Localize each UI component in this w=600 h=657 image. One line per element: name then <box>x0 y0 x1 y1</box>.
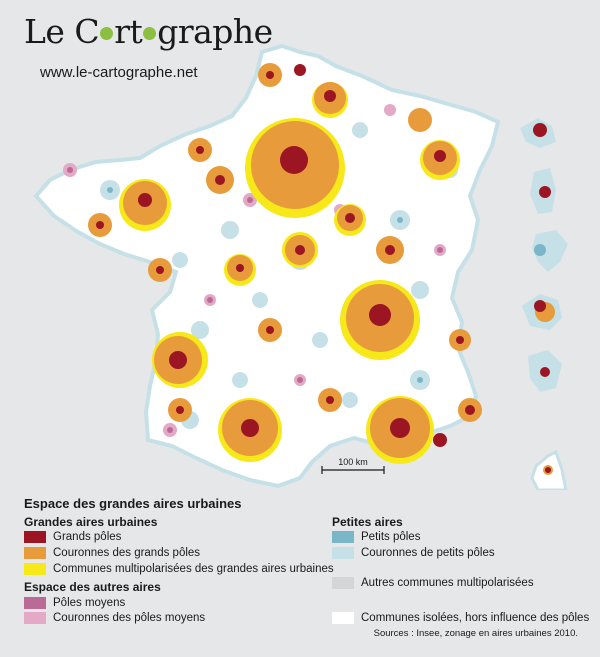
legend-label: Communes multipolarisées des grandes air… <box>53 563 334 575</box>
legend-item-communes-isolees: Communes isolées, hors influence des pôl… <box>332 612 589 624</box>
scale-bar: 100 km <box>321 457 385 474</box>
swatch-autres-multipolarisees <box>332 577 354 589</box>
swatch-multipolarisees <box>24 563 46 575</box>
legend-group-title-petites: Petites aires <box>332 515 403 529</box>
swatch-couronnes-petits <box>332 547 354 559</box>
legend-item-autres-multipolarisees: Autres communes multipolarisées <box>332 577 534 589</box>
legend-item-couronnes-moyens: Couronnes des pôles moyens <box>24 612 205 624</box>
legend-item-multipolarisees: Communes multipolarisées des grandes air… <box>24 563 334 575</box>
legend-item-couronnes-grands: Couronnes des grands pôles <box>24 547 200 559</box>
legend-item-couronnes-petits: Couronnes de petits pôles <box>332 547 495 559</box>
guyane-land <box>532 230 568 272</box>
legend-label: Grands pôles <box>53 531 122 543</box>
sources-note: Sources : Insee, zonage en aires urbaine… <box>373 628 578 639</box>
logo-text-2: rt <box>114 12 143 51</box>
legend-label: Communes isolées, hors influence des pôl… <box>361 612 590 624</box>
logo-text-3: graphe <box>157 12 273 51</box>
swatch-couronnes-grands <box>24 547 46 559</box>
legend-item-grands-poles: Grands pôles <box>24 531 121 543</box>
legend-label: Couronnes des pôles moyens <box>53 612 206 624</box>
swatch-couronnes-moyens <box>24 612 46 624</box>
legend-label: Couronnes de petits pôles <box>361 547 495 559</box>
france-map: 100 km <box>33 43 568 490</box>
legend-label: Petits pôles <box>361 531 421 543</box>
legend-group-title-grandes: Grandes aires urbaines <box>24 515 158 529</box>
grands-poles <box>96 64 551 473</box>
swatch-grands-poles <box>24 531 46 543</box>
swatch-poles-moyens <box>24 597 46 609</box>
logo: Le C rt graphe <box>24 12 273 51</box>
swatch-petits-poles <box>332 531 354 543</box>
legend-label: Pôles moyens <box>53 597 126 609</box>
logo-text-1: Le C <box>24 12 100 51</box>
couronnes-grands-poles <box>88 63 555 475</box>
logo-dot-icon-2 <box>143 27 157 40</box>
logo-dot-icon <box>100 27 114 40</box>
swatch-communes-isolees <box>332 612 354 624</box>
legend-group-title-autres: Espace des autres aires <box>24 580 161 594</box>
legend-item-poles-moyens: Pôles moyens <box>24 597 125 609</box>
legend-title: Espace des grandes aires urbaines <box>24 496 242 511</box>
legend-label: Couronnes des grands pôles <box>53 547 201 559</box>
poles-moyens <box>67 167 443 433</box>
scale-label: 100 km <box>338 457 368 467</box>
legend-item-petits-poles: Petits pôles <box>332 531 420 543</box>
legend-label: Autres communes multipolarisées <box>361 577 534 589</box>
website-url[interactable]: www.le-cartographe.net <box>40 64 198 81</box>
